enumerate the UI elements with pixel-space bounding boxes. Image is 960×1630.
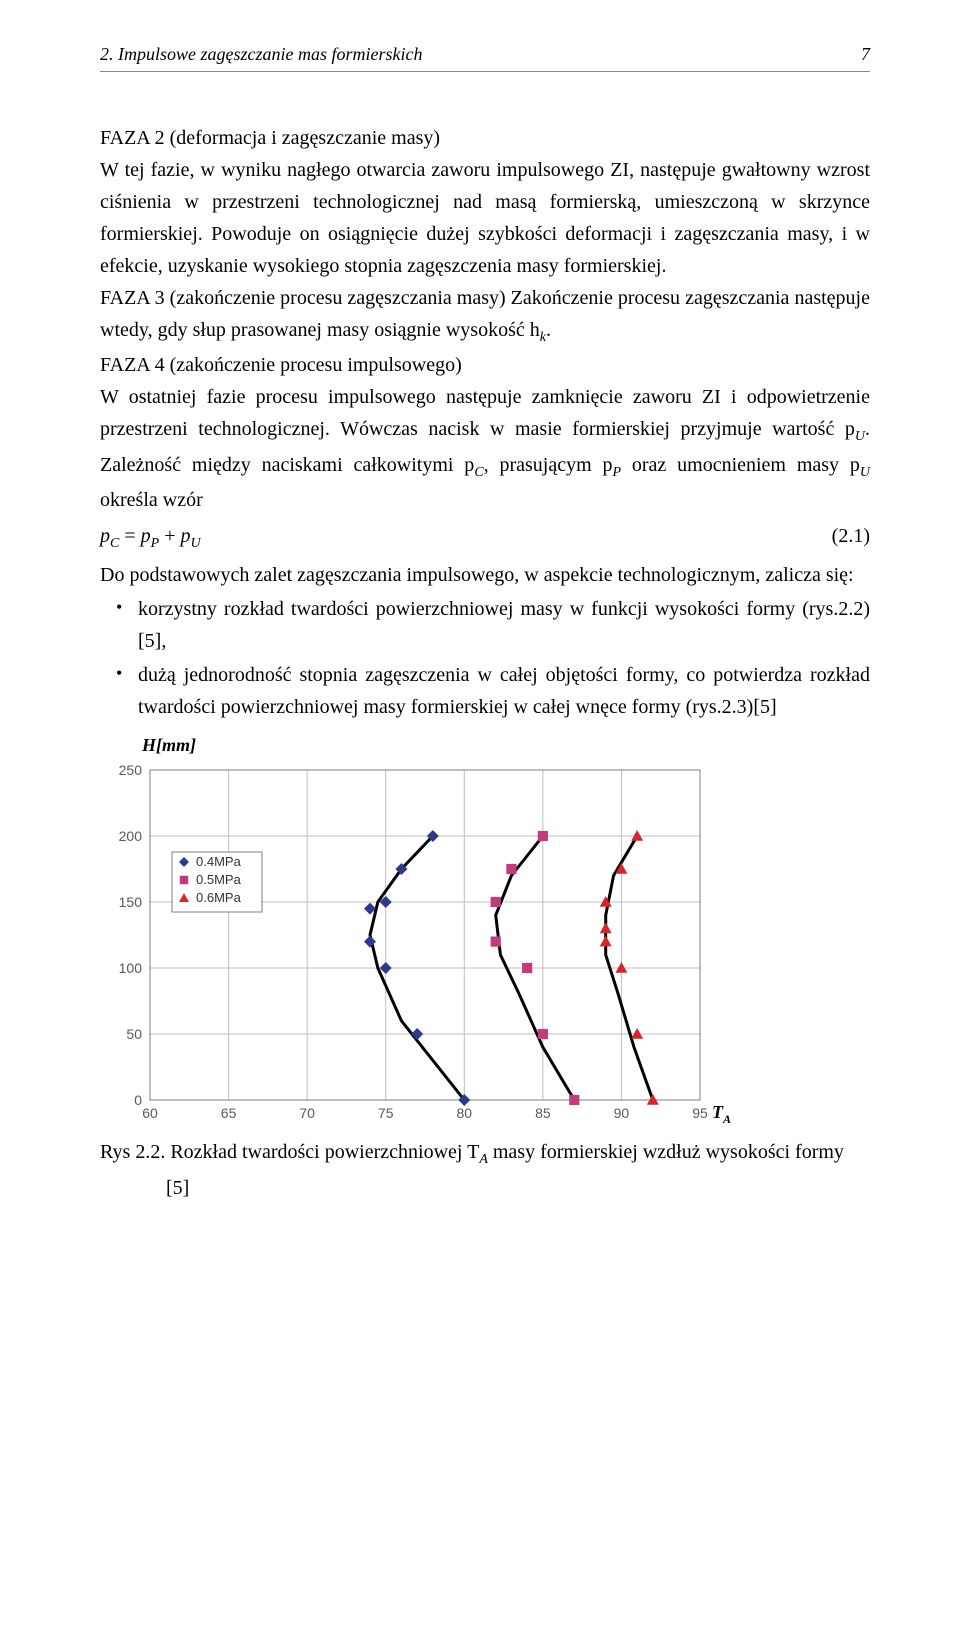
fig-cap-sub: A [479,1152,488,1167]
svg-text:0: 0 [134,1092,142,1108]
faza4-sub-u: U [855,429,865,444]
svg-text:0.6MPa: 0.6MPa [196,890,242,905]
svg-text:50: 50 [126,1026,142,1042]
chart-svg: 60 65 70 75 80 85 90 95 0 50 100 150 200 250 0.4MPa 0.5… [100,760,740,1130]
header-left: 2. Impulsowe zagęszczanie mas formierski… [100,40,422,69]
svg-text:0.4MPa: 0.4MPa [196,854,242,869]
body-text: FAZA 2 (deformacja i zagęszczanie masy) … [100,122,870,724]
y-axis-label: H[mm] [142,731,870,760]
equation-row: pC = pP + pU (2.1) [100,520,870,555]
eq-sub-c: C [110,536,119,551]
faza4-sub-p: P [613,465,622,480]
eq-p3: p [180,525,190,547]
faza4-t3: , prasującym p [484,454,613,476]
eq-eq: = [119,525,140,547]
faza3-tail: . [546,319,551,341]
faza4-t4: oraz umocnieniem masy p [621,454,860,476]
svg-text:95: 95 [692,1105,708,1121]
list-item: korzystny rozkład twardości powierzchnio… [100,593,870,657]
svg-text:75: 75 [378,1105,394,1121]
eq-p1: p [100,525,110,547]
svg-text:150: 150 [119,894,143,910]
faza4-sub-c: C [474,465,483,480]
svg-text:100: 100 [119,960,143,976]
equation: pC = pP + pU [100,520,201,555]
faza3-text: FAZA 3 (zakończenie procesu zagęszczania… [100,287,870,341]
equation-number: (2.1) [832,520,870,552]
svg-text:65: 65 [221,1105,237,1121]
faza2-lead: FAZA 2 (deformacja i zagęszczanie masy) [100,122,870,154]
header-page-number: 7 [861,40,870,69]
figure-caption: Rys 2.2. Rozkład twardości powierzchniow… [166,1136,870,1203]
advantages-list: korzystny rozkład twardości powierzchnio… [100,593,870,723]
svg-text:TA: TA [712,1102,731,1126]
faza4-sub-u2: U [860,465,870,480]
svg-text:80: 80 [456,1105,472,1121]
eq-sub-u: U [190,536,200,551]
eq-plus: + [159,525,180,547]
svg-text:60: 60 [142,1105,158,1121]
faza2-body: W tej fazie, w wyniku nagłego otwarcia z… [100,154,870,282]
eq-p2: p [141,525,151,547]
svg-text:250: 250 [119,762,143,778]
svg-text:90: 90 [614,1105,630,1121]
svg-text:70: 70 [299,1105,315,1121]
advantages-lead: Do podstawowych zalet zagęszczania impul… [100,559,870,591]
page-header: 2. Impulsowe zagęszczanie mas formierski… [100,40,870,72]
figure-2-2: H[mm] 60 65 70 75 80 85 90 95 0 50 100 150 200 250 0.4… [100,731,870,1130]
svg-text:85: 85 [535,1105,551,1121]
svg-text:200: 200 [119,828,143,844]
faza3: FAZA 3 (zakończenie procesu zagęszczania… [100,282,870,349]
eq-sub-p: P [151,536,160,551]
faza4-body: W ostatniej fazie procesu impulsowego na… [100,381,870,516]
fig-cap-1: Rys 2.2. Rozkład twardości powierzchniow… [100,1141,479,1163]
faza4-lead: FAZA 4 (zakończenie procesu impulsowego) [100,349,870,381]
faza4-t5: określa wzór [100,489,203,511]
list-item: dużą jednorodność stopnia zagęszczenia w… [100,659,870,723]
faza4-t1: W ostatniej fazie procesu impulsowego na… [100,386,870,440]
svg-text:0.5MPa: 0.5MPa [196,872,242,887]
